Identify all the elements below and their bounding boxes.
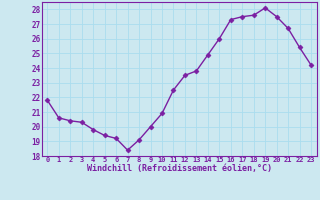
X-axis label: Windchill (Refroidissement éolien,°C): Windchill (Refroidissement éolien,°C) [87, 164, 272, 173]
